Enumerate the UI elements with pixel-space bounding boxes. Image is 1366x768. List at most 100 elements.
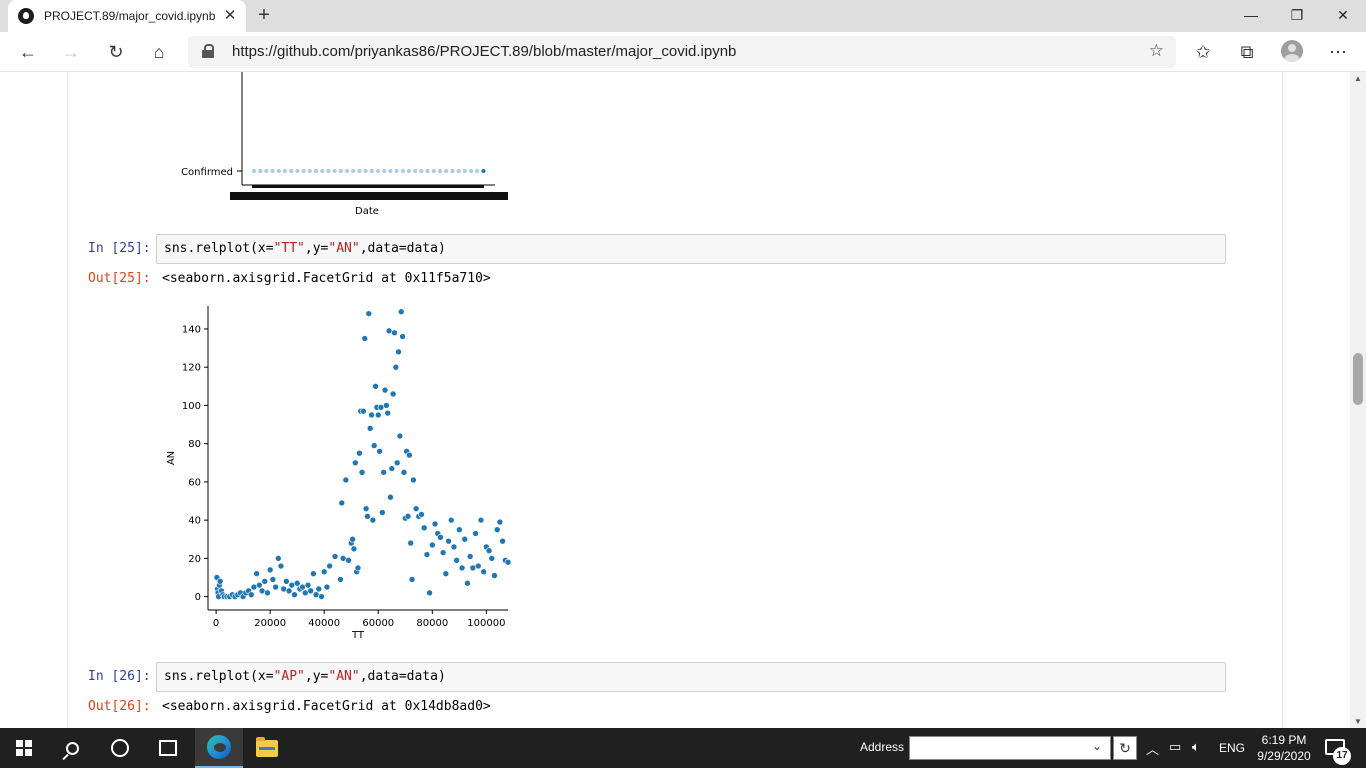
volume-icon[interactable]: 🔈︎	[1192, 739, 1200, 754]
code25-mid: ,y=	[304, 241, 329, 256]
scatter-point	[381, 386, 389, 394]
scatter-point	[337, 576, 344, 583]
scatter-point	[504, 558, 512, 566]
file-explorer-button[interactable]	[243, 728, 291, 768]
address-bar[interactable]: https://github.com/priyankas86/PROJECT.8…	[188, 36, 1176, 68]
edge-taskbar-button[interactable]	[195, 728, 243, 768]
scatter-point	[499, 537, 506, 545]
confirmed-point	[350, 168, 356, 174]
code26-y: "AN"	[328, 669, 360, 684]
refresh-button[interactable]: ↻	[108, 42, 124, 62]
new-tab-button[interactable]: +	[258, 4, 270, 26]
battery-icon[interactable]: ▭	[1169, 739, 1182, 754]
scatter-point	[338, 499, 346, 507]
windows-logo-icon	[16, 740, 32, 756]
scatter-point	[320, 568, 328, 576]
cortana-icon	[111, 739, 129, 757]
confirmed-point	[263, 168, 269, 174]
y-tick-label: 60	[188, 477, 201, 488]
scatter-point	[408, 576, 416, 583]
scatter-point	[439, 549, 447, 556]
confirmed-point	[375, 168, 381, 174]
y-tick-label: 100	[182, 401, 201, 412]
scatter-point	[450, 543, 458, 551]
browser-toolbar: ← → ↻ ⌂ https://github.com/priyankas86/P…	[0, 32, 1366, 72]
scatter-point	[431, 520, 439, 528]
favorite-star-icon[interactable]: ☆	[1148, 41, 1164, 60]
url-text[interactable]: https://github.com/priyankas86/PROJECT.8…	[232, 43, 737, 60]
y-tick-label: 0	[195, 592, 201, 603]
scatter-point	[412, 505, 420, 512]
scatter-point	[388, 465, 396, 472]
confirmed-point	[387, 168, 393, 174]
minimize-button[interactable]: —	[1244, 7, 1258, 23]
scatter-point	[264, 589, 271, 597]
code26-prefix: sns.relplot(x=	[164, 669, 274, 684]
confirmed-point	[313, 168, 319, 174]
confirmed-point	[468, 168, 474, 174]
scatter-point	[429, 541, 436, 549]
scatter-point	[458, 564, 466, 572]
x-tick-label: 80000	[416, 618, 448, 629]
scatter-point	[362, 505, 370, 512]
cortana-button[interactable]	[96, 728, 144, 768]
scatter-point	[370, 442, 378, 449]
forward-button[interactable]: →	[62, 42, 80, 62]
notebook-frame	[67, 72, 1283, 728]
scatter-point	[315, 585, 323, 593]
confirmed-point	[338, 168, 344, 174]
confirmed-point	[282, 168, 288, 174]
scatter-point	[406, 451, 413, 459]
confirmed-point	[270, 168, 276, 174]
collections-icon[interactable]: ⧉	[1240, 42, 1254, 62]
scatter-point	[326, 562, 333, 570]
code25-prefix: sns.relplot(x=	[164, 241, 274, 256]
scatter-point	[280, 585, 287, 593]
scrollbar-thumb[interactable]	[1353, 353, 1363, 405]
x-tick-label: 100000	[467, 618, 505, 629]
in25-prompt: In [25]:	[88, 241, 151, 256]
show-hidden-icons-chevron-icon[interactable]: ︿	[1146, 742, 1160, 757]
chevron-down-icon[interactable]: ⌄	[1091, 739, 1102, 753]
code-cell-26[interactable]: sns.relplot(x="AP",y="AN",data=data)	[156, 662, 1226, 692]
lock-icon[interactable]	[202, 44, 214, 58]
scatter-point	[393, 459, 401, 467]
back-button[interactable]: ←	[19, 42, 37, 62]
scatter-point	[496, 518, 504, 526]
confirmed-point	[449, 168, 455, 174]
address-toolbar-input[interactable]: ⌄	[909, 736, 1111, 760]
scatter-point	[291, 591, 298, 599]
scatter-point	[269, 576, 277, 583]
start-button[interactable]	[0, 728, 48, 768]
scroll-down-icon[interactable]: ▼	[1354, 717, 1362, 726]
tab-close-icon[interactable]: ✕	[223, 7, 237, 24]
browser-tab[interactable]: PROJECT.89/major_covid.ipynb a ✕	[8, 0, 246, 32]
scatter-point	[293, 579, 301, 587]
scatter-point	[365, 310, 373, 317]
scatter-point	[247, 591, 255, 599]
scatter-point	[374, 411, 382, 419]
scatter-point	[216, 578, 224, 585]
edge-icon	[207, 735, 231, 759]
language-indicator[interactable]: ENG	[1219, 741, 1246, 755]
scatter-point	[312, 591, 320, 599]
home-button[interactable]: ⌂	[153, 42, 165, 62]
favorites-icon[interactable]: ✩	[1195, 42, 1211, 62]
search-button[interactable]	[48, 728, 96, 768]
confirmed-point	[437, 168, 443, 174]
y-tick-label: 120	[182, 363, 201, 374]
close-window-button[interactable]: ✕	[1337, 7, 1349, 23]
scatter-point	[351, 459, 359, 467]
restore-button[interactable]: ❐	[1290, 7, 1304, 23]
confirmed-points	[251, 168, 486, 174]
task-view-button[interactable]	[144, 728, 192, 768]
scroll-up-icon[interactable]: ▲	[1354, 74, 1362, 83]
confirmed-point	[431, 168, 437, 174]
profile-avatar[interactable]	[1281, 40, 1303, 62]
more-menu-icon[interactable]: ⋯	[1329, 42, 1347, 62]
address-go-button[interactable]: ↻	[1113, 736, 1137, 760]
scatter-point	[464, 579, 471, 587]
system-clock[interactable]: 6:19 PM 9/29/2020	[1250, 732, 1318, 764]
page-scrollbar[interactable]: ▲ ▼	[1350, 72, 1366, 728]
code-cell-25[interactable]: sns.relplot(x="TT",y="AN",data=data)	[156, 234, 1226, 264]
